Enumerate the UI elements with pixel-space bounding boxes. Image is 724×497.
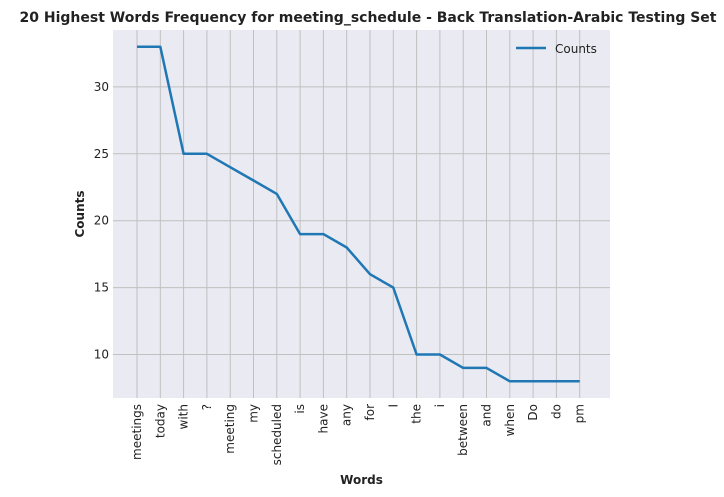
x-tick-labels: meetings today with? meeting my scheduled is ha…: [130, 404, 587, 465]
x-tick-label: between: [456, 404, 470, 456]
x-tick-label: and: [480, 404, 494, 427]
x-tick-label: is: [293, 404, 307, 414]
x-axis-label: Words: [340, 473, 383, 487]
y-tick-label: 20: [94, 214, 109, 228]
x-tick-label: with: [177, 404, 191, 429]
x-tick-label: do: [549, 404, 563, 419]
y-tick-label: 25: [94, 147, 109, 161]
x-tick-label: the: [410, 404, 424, 424]
y-tick-label: 15: [94, 281, 109, 295]
x-tick-label: any: [340, 404, 354, 426]
y-axis-label: Counts: [73, 190, 87, 237]
x-gridlines: [136, 30, 581, 398]
x-tick-label: i: [433, 404, 447, 407]
chart-title: 20 Highest Words Frequency for meeting_s…: [20, 10, 717, 26]
x-tick-label: I: [386, 404, 400, 408]
x-tick-label: when: [503, 404, 517, 436]
x-tick-label: Do: [526, 404, 540, 421]
legend: Counts: [516, 42, 597, 56]
y-tick-label: 30: [94, 80, 109, 94]
x-tick-label: scheduled: [270, 404, 284, 465]
x-tick-label: pm: [573, 404, 587, 423]
x-tick-label: for: [363, 404, 377, 421]
x-tick-label: have: [316, 404, 330, 433]
y-tick-labels: 10 15 20 25 30: [94, 80, 109, 362]
series-line-counts: [137, 45, 580, 383]
x-tick-label: my: [247, 404, 261, 423]
plot-area: [113, 30, 610, 398]
y-tick-label: 10: [94, 348, 109, 362]
legend-label: Counts: [555, 42, 597, 56]
x-tick-label: today: [153, 404, 167, 438]
x-tick-label: ?: [200, 404, 214, 410]
x-tick-label: meeting: [223, 404, 237, 454]
x-tick-label: meetings: [130, 404, 144, 460]
